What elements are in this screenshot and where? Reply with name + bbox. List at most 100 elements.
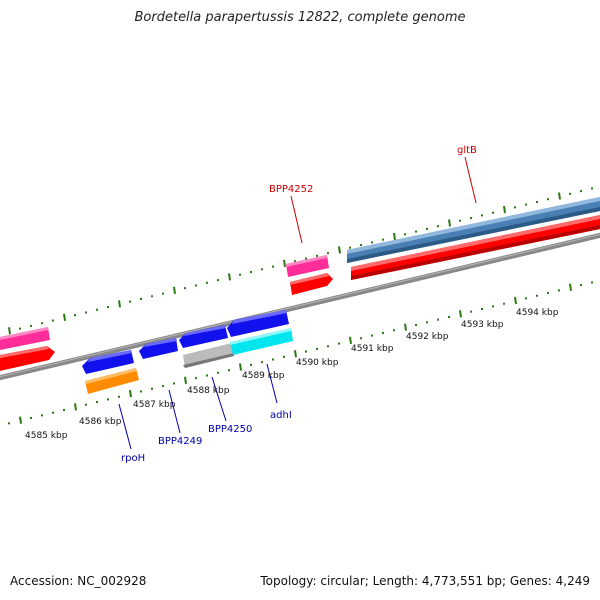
scale-tick-minor <box>217 279 219 282</box>
feature-gltB-blue[interactable] <box>347 197 600 263</box>
scale-tick-minor <box>228 369 230 372</box>
scale-tick-minor <box>195 377 197 380</box>
scale-tick-minor <box>404 233 406 236</box>
scale-tick-minor <box>96 308 98 311</box>
scale-label: 4588 kbp <box>187 386 230 396</box>
genome-summary-text: Topology: circular; Length: 4,773,551 bp… <box>260 574 590 588</box>
scale-tick-minor <box>415 230 417 233</box>
scale-tick-major <box>338 246 341 254</box>
scale-tick-minor <box>569 192 571 195</box>
scale-ticks-upper <box>8 192 561 335</box>
scale-tick-major <box>503 205 506 214</box>
scale-tick-minor <box>591 281 593 284</box>
scale-tick-minor <box>261 268 263 271</box>
scale-tick-minor <box>129 300 131 303</box>
scale-label: 4587 kbp <box>133 400 176 410</box>
scale-tick-minor <box>305 350 307 353</box>
scale-tick-minor <box>415 323 417 326</box>
scale-tick-major <box>448 219 451 227</box>
scale-tick-minor <box>107 398 109 401</box>
feature-BPP4250-gray[interactable] <box>183 343 234 368</box>
leader-BPP4249 <box>168 389 181 434</box>
scale-tick-minor <box>558 289 560 292</box>
scale-tick-minor <box>492 305 494 308</box>
scale-tick-major <box>569 283 572 291</box>
gene-label-BPP4252[interactable]: BPP4252 <box>269 184 313 195</box>
feature-adhI-blue[interactable] <box>227 310 289 337</box>
scale-tick-minor <box>173 382 175 385</box>
scale-tick-major <box>118 300 121 308</box>
feature-BPP4249-blue[interactable] <box>139 338 178 359</box>
scale-tick-minor <box>96 401 98 404</box>
feature-BPP4250-blue[interactable] <box>179 325 228 348</box>
scale-tick-minor <box>525 203 527 206</box>
feature-BPP4252-pink[interactable] <box>286 255 329 277</box>
gene-label-adhI[interactable]: adhI <box>270 410 292 421</box>
scale-tick-minor <box>437 318 439 321</box>
scale-tick-major <box>184 376 187 384</box>
gene-label-rpoH[interactable]: rpoH <box>121 453 145 464</box>
feature-rpoH-orange[interactable] <box>85 368 139 394</box>
scale-tick-minor <box>74 314 76 317</box>
scale-tick-minor <box>470 217 472 220</box>
gene-label-gltB[interactable]: gltB <box>457 145 477 156</box>
scale-label: 4594 kbp <box>516 308 559 318</box>
scale-tick-major <box>63 313 66 321</box>
scale-tick-major <box>74 403 77 411</box>
scale-tick-minor <box>107 306 109 309</box>
scale-tick-minor <box>316 347 318 350</box>
feature-gltB-red[interactable] <box>351 215 600 280</box>
scale-tick-minor <box>580 190 582 193</box>
scale-tick-minor <box>250 363 252 366</box>
scale-tick-minor <box>52 411 54 414</box>
leader-gltB <box>464 156 477 204</box>
scale-dots-upper <box>19 187 593 330</box>
scale-tick-major <box>459 310 462 318</box>
scale-tick-minor <box>184 287 186 290</box>
scale-label: 4589 kbp <box>242 371 285 381</box>
scale-tick-minor <box>547 198 549 201</box>
leader-adhI <box>266 363 278 404</box>
scale-tick-major <box>239 363 242 371</box>
feature-rpoH-blue[interactable] <box>82 350 134 374</box>
scale-tick-major <box>283 259 286 268</box>
scale-tick-minor <box>536 294 538 297</box>
scale-tick-minor <box>459 219 461 222</box>
scale-dots-lower <box>8 281 593 425</box>
scale-tick-major <box>19 416 22 424</box>
accession-text: Accession: NC_002928 <box>10 574 147 588</box>
scale-tick-minor <box>206 281 208 284</box>
scale-tick-major <box>558 192 561 200</box>
scale-tick-minor <box>382 331 384 334</box>
scale-tick-minor <box>382 238 384 241</box>
scale-tick-minor <box>162 385 164 388</box>
scale-tick-minor <box>525 297 527 300</box>
scale-tick-major <box>228 273 231 281</box>
scale-tick-minor <box>437 225 439 228</box>
scale-tick-minor <box>481 214 483 217</box>
feature-left-red[interactable] <box>0 346 55 372</box>
feature-BPP4252-red[interactable] <box>290 273 333 295</box>
feature-adhI-cyan[interactable] <box>230 328 293 355</box>
scale-tick-minor <box>41 414 43 417</box>
scale-tick-major <box>173 286 176 295</box>
scale-labels: 4585 kbp 4586 kbp 4587 kbp 4588 kbp 4589… <box>25 308 559 441</box>
leader-rpoH <box>118 403 132 450</box>
scale-tick-minor <box>162 292 164 295</box>
scale-tick-minor <box>448 315 450 318</box>
scale-tick-minor <box>250 271 252 274</box>
scale-tick-minor <box>536 200 538 203</box>
scale-tick-minor <box>217 371 219 374</box>
scale-tick-minor <box>426 227 428 230</box>
scale-tick-minor <box>327 345 329 348</box>
scale-tick-minor <box>426 321 428 324</box>
gene-label-BPP4250[interactable]: BPP4250 <box>208 424 252 435</box>
scale-tick-minor <box>118 395 120 398</box>
gene-label-BPP4249[interactable]: BPP4249 <box>158 436 202 447</box>
scale-label: 4586 kbp <box>79 417 122 427</box>
scale-tick-minor <box>140 297 142 300</box>
scale-tick-minor <box>52 319 54 322</box>
feature-left-pink[interactable] <box>0 327 50 351</box>
